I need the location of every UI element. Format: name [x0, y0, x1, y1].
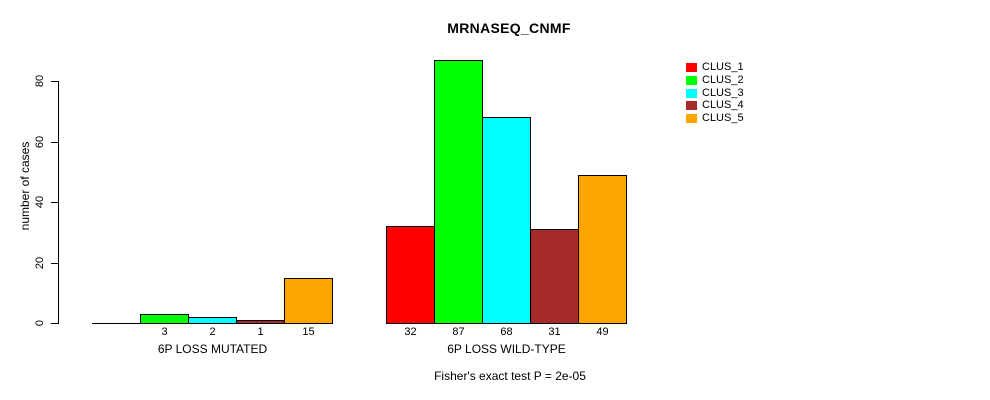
- footnote-fishers-test: Fisher's exact test P = 2e-05: [434, 369, 586, 383]
- legend-swatch-clus-2: [686, 76, 697, 85]
- y-tick-label: 40: [34, 195, 46, 209]
- legend-item-clus-1: CLUS_1: [686, 62, 744, 73]
- x-group-label-6p-loss-wild-type: 6P LOSS WILD-TYPE: [447, 342, 566, 356]
- bar-clus-1-6p-loss-wild-type: [386, 226, 435, 324]
- chart-title: MRNASEQ_CNMF: [447, 20, 571, 36]
- bar-clus-5-6p-loss-mutated: [284, 278, 333, 324]
- y-axis-tick: [51, 202, 58, 203]
- bar-value-label: 15: [302, 326, 315, 338]
- y-axis-tick: [51, 142, 58, 143]
- bar-value-label: 3: [161, 326, 168, 338]
- legend-item-clus-4: CLUS_4: [686, 100, 744, 111]
- y-tick-label: 80: [34, 74, 46, 88]
- legend-swatch-clus-5: [686, 114, 697, 123]
- bar-clus-1-6p-loss-mutated: [92, 323, 141, 324]
- y-tick-label: 0: [34, 319, 46, 327]
- legend-label: CLUS_2: [702, 74, 744, 86]
- bar-value-label: 68: [500, 326, 513, 338]
- legend-swatch-clus-4: [686, 101, 697, 110]
- y-axis-tick: [51, 81, 58, 82]
- y-axis-tick: [51, 263, 58, 264]
- bar-value-label: 1: [257, 326, 264, 338]
- legend-label: CLUS_1: [702, 61, 744, 73]
- y-axis-tick: [51, 323, 58, 324]
- bar-value-label: 2: [209, 326, 216, 338]
- y-axis-label: number of cases: [18, 141, 32, 231]
- legend-label: CLUS_3: [702, 87, 744, 99]
- bar-value-label: 32: [404, 326, 417, 338]
- bar-clus-5-6p-loss-wild-type: [578, 175, 627, 324]
- bar-clus-4-6p-loss-mutated: [236, 320, 285, 324]
- legend-swatch-clus-3: [686, 89, 697, 98]
- legend-item-clus-2: CLUS_2: [686, 75, 744, 86]
- legend-swatch-clus-1: [686, 63, 697, 72]
- legend-label: CLUS_4: [702, 99, 744, 111]
- bar-clus-2-6p-loss-wild-type: [434, 60, 483, 324]
- bar-value-label: 31: [548, 326, 561, 338]
- bar-value-label: 49: [596, 326, 609, 338]
- legend-label: CLUS_5: [702, 112, 744, 124]
- bar-clus-4-6p-loss-wild-type: [530, 229, 579, 324]
- bar-value-label: 87: [452, 326, 465, 338]
- legend-item-clus-5: CLUS_5: [686, 113, 744, 124]
- y-tick-label: 60: [34, 135, 46, 149]
- x-group-label-6p-loss-mutated: 6P LOSS MUTATED: [157, 342, 268, 356]
- legend-item-clus-3: CLUS_3: [686, 88, 744, 99]
- y-tick-label: 20: [34, 256, 46, 270]
- bar-clus-2-6p-loss-mutated: [140, 314, 189, 324]
- y-axis-line: [58, 81, 59, 324]
- bar-clus-3-6p-loss-mutated: [188, 317, 237, 324]
- bar-clus-3-6p-loss-wild-type: [482, 117, 531, 324]
